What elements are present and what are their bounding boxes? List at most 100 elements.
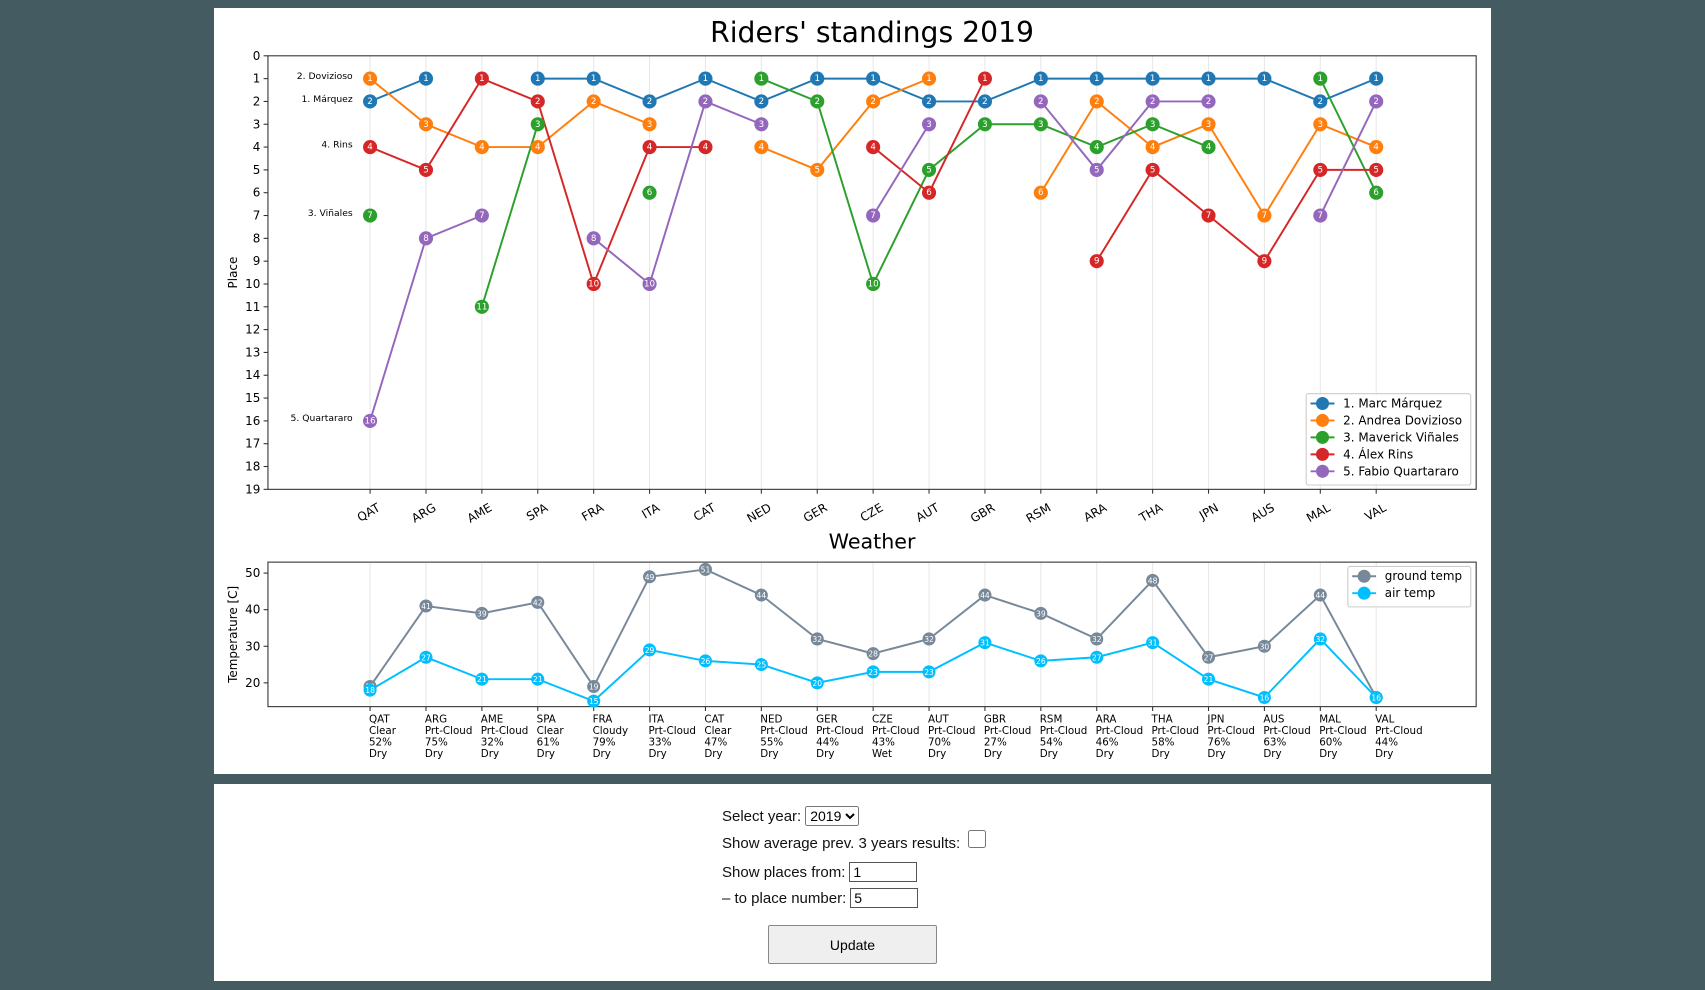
point bbox=[1313, 632, 1327, 646]
point bbox=[1145, 162, 1160, 177]
point-label: 2 bbox=[367, 97, 373, 107]
point bbox=[418, 117, 434, 132]
plot-frame bbox=[267, 561, 1477, 708]
point bbox=[1201, 208, 1216, 223]
point-label: 5 bbox=[926, 165, 932, 175]
point-label: 44 bbox=[757, 591, 767, 600]
legend-marker bbox=[1315, 430, 1330, 444]
x-tick-label: GBR bbox=[968, 500, 997, 525]
point-label: 2 bbox=[1373, 97, 1379, 107]
point-label: 1 bbox=[759, 74, 765, 84]
point bbox=[866, 94, 881, 109]
x-tick-label: Prt-Cloud bbox=[1319, 725, 1367, 737]
point bbox=[419, 650, 433, 664]
legend-frame bbox=[1347, 565, 1472, 608]
x-tick-label: AME bbox=[481, 714, 503, 726]
x-tick-label: Clear bbox=[704, 725, 732, 737]
point bbox=[810, 676, 824, 690]
y-tick-label: 15 bbox=[245, 391, 260, 405]
y-tick-label: 12 bbox=[245, 323, 260, 337]
point bbox=[1146, 636, 1160, 650]
x-tick-label: VAL bbox=[1362, 500, 1389, 523]
point bbox=[977, 71, 992, 86]
average-checkbox[interactable] bbox=[968, 830, 987, 848]
point-label: 32 bbox=[812, 635, 822, 644]
point bbox=[642, 140, 657, 155]
point-label: 10 bbox=[868, 280, 879, 290]
average-label: Show average prev. 3 years results: bbox=[722, 834, 961, 852]
point bbox=[1313, 71, 1328, 86]
point bbox=[586, 276, 601, 292]
x-tick-label: NED bbox=[745, 500, 774, 525]
point bbox=[1089, 162, 1104, 177]
x-tick-label: ITA bbox=[648, 714, 664, 726]
y-tick-label: 7 bbox=[253, 209, 261, 223]
point bbox=[1313, 162, 1328, 177]
update-button[interactable]: Update bbox=[768, 925, 937, 964]
year-row: Select year: 2019 bbox=[722, 804, 860, 828]
x-tick-label: SPA bbox=[524, 500, 551, 524]
x-tick-label: 55% bbox=[760, 737, 783, 749]
point-label: 3 bbox=[1206, 120, 1212, 130]
point-label: 4 bbox=[1150, 143, 1156, 153]
point-label: 2 bbox=[759, 97, 765, 107]
point-label: 7 bbox=[479, 211, 485, 221]
x-tick-label: Dry bbox=[1319, 748, 1337, 760]
x-tick-label: Prt-Cloud bbox=[1263, 725, 1311, 737]
point bbox=[587, 694, 601, 708]
x-tick-label: SPA bbox=[537, 714, 556, 726]
legend: ground temp air temp bbox=[1347, 565, 1472, 608]
to-input[interactable] bbox=[850, 888, 919, 908]
point-label: 1 bbox=[1206, 74, 1212, 84]
point bbox=[698, 71, 713, 86]
point-label: 7 bbox=[1318, 211, 1324, 221]
point-label: 3 bbox=[1318, 120, 1324, 130]
point bbox=[643, 643, 657, 657]
x-tick-label: 75% bbox=[425, 737, 448, 749]
point bbox=[643, 570, 657, 584]
point bbox=[698, 94, 713, 109]
from-input[interactable] bbox=[849, 862, 918, 882]
point bbox=[698, 562, 712, 576]
point-label: 10 bbox=[588, 280, 599, 290]
point-label: 5 bbox=[814, 165, 820, 175]
x-tick-label: CAT bbox=[704, 714, 724, 726]
x-tick-label: Clear bbox=[537, 725, 565, 737]
legend-marker bbox=[1357, 569, 1371, 583]
point bbox=[587, 679, 601, 694]
x-tick-label: Dry bbox=[537, 748, 555, 760]
point-label: 1 bbox=[703, 74, 709, 84]
legend-marker bbox=[1315, 447, 1330, 461]
point-label: 21 bbox=[1204, 675, 1214, 684]
x-tick-label: Dry bbox=[593, 748, 611, 760]
point-label: 1 bbox=[1318, 74, 1324, 84]
point-label: 1 bbox=[1038, 74, 1044, 84]
point-label: 32 bbox=[924, 635, 934, 644]
point bbox=[586, 231, 601, 246]
x-tick-label: 63% bbox=[1263, 737, 1286, 749]
point-label: 2 bbox=[1038, 97, 1044, 107]
point bbox=[642, 185, 657, 200]
point bbox=[586, 71, 601, 86]
legend-label: air temp bbox=[1385, 586, 1436, 600]
x-tick-label: MAL bbox=[1319, 714, 1341, 726]
year-select[interactable]: 2019 bbox=[805, 806, 860, 826]
point-label: 1 bbox=[1373, 74, 1379, 84]
x-tick-label: 76% bbox=[1207, 737, 1230, 749]
point-label: 6 bbox=[647, 188, 653, 198]
x-tick-label: Prt-Cloud bbox=[872, 725, 920, 737]
point bbox=[754, 658, 768, 672]
x-tick-label: AUS bbox=[1263, 714, 1284, 726]
x-tick-label: ITA bbox=[639, 500, 662, 522]
legend-label: 2. Andrea Dovizioso bbox=[1343, 413, 1462, 427]
y-axis-label: Temperature [C] bbox=[226, 586, 240, 684]
charts-panel: Riders' standings 2019 0 1 2 3 4 5 6 7 8 9 10 11 12 13… bbox=[214, 8, 1491, 774]
point bbox=[1313, 588, 1327, 602]
point-label: 32 bbox=[1315, 635, 1325, 644]
start-annotation: 3. Viñales bbox=[308, 208, 353, 219]
point-label: 2 bbox=[814, 97, 820, 107]
point-label: 27 bbox=[1092, 653, 1102, 662]
x-tick-label: 32% bbox=[481, 737, 504, 749]
point bbox=[921, 162, 937, 177]
point bbox=[922, 665, 936, 679]
